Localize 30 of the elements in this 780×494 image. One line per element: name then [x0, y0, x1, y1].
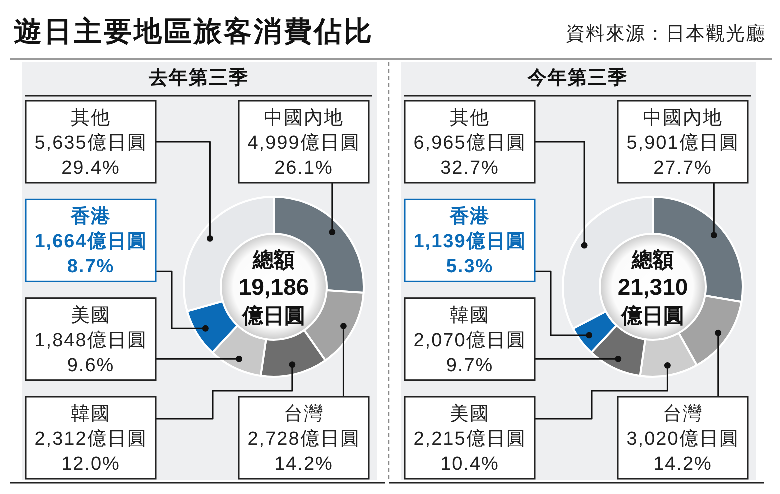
slice-label: 韓國: [71, 404, 111, 425]
data-label: 2,312億日圓 12.0%: [34, 429, 148, 475]
slice-label: 台灣: [663, 404, 703, 425]
data-label: 3,020億日圓 14.2%: [626, 429, 740, 475]
data-label: 5,901億日圓 27.7%: [626, 133, 740, 179]
slice-label: 中國內地: [643, 108, 723, 129]
chart-title: 遊日主要地區旅客消費佔比: [14, 16, 374, 47]
data-label: 6,965億日圓 32.7%: [414, 133, 526, 179]
slice-label: 韓國: [450, 305, 490, 326]
chart-subtitle: 去年第三季: [148, 67, 249, 89]
slice-label: 香港: [449, 206, 490, 228]
slice-label: 其他: [450, 108, 490, 129]
data-label: 5,635億日圓 29.4%: [34, 133, 148, 179]
data-label: 1,848億日圓 9.6%: [34, 330, 148, 376]
data-label: 2,070億日圓 9.7%: [414, 330, 526, 376]
data-label: 1,664億日圓 8.7%: [34, 230, 148, 278]
data-label: 4,999億日圓 26.1%: [248, 133, 360, 179]
data-label: 2,728億日圓 14.2%: [248, 429, 360, 475]
text: 總額 19,186 億日圓: [238, 248, 310, 328]
source-note: 資料來源：日本觀光廳: [566, 23, 766, 45]
data-label: 2,215億日圓 10.4%: [414, 429, 526, 475]
data-label: 1,139億日圓 5.3%: [414, 230, 526, 278]
slice-label: 中國內地: [264, 108, 344, 129]
slice-label: 美國: [450, 403, 490, 425]
chart-subtitle: 今年第三季: [527, 67, 628, 89]
slice-label: 美國: [71, 304, 111, 326]
slice-label: 香港: [70, 206, 111, 228]
slice-label: 其他: [71, 108, 111, 129]
slice-label: 台灣: [284, 404, 324, 425]
text: 總額 21,310 億日圓: [618, 248, 688, 328]
